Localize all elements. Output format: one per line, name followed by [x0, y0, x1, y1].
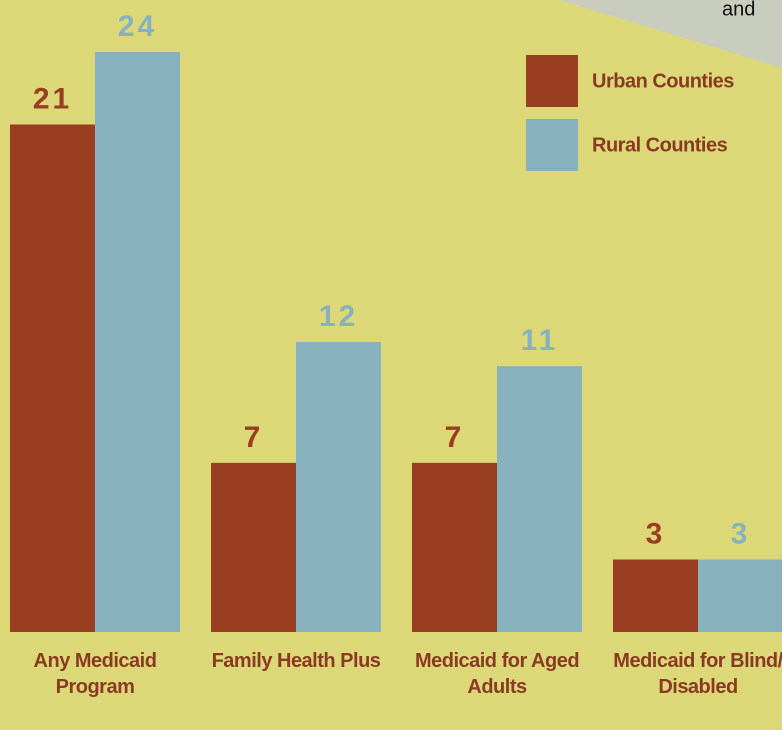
x-tick-label: Medicaid for Blind/ Disabled	[613, 650, 782, 698]
value-label: 7	[244, 421, 264, 454]
x-tick-label: Medicaid for Aged Adults	[414, 650, 580, 698]
callout	[560, 0, 782, 68]
value-label: 7	[445, 421, 465, 454]
value-label: 24	[118, 10, 157, 43]
bar	[296, 342, 381, 632]
bar	[95, 52, 180, 632]
legend-label: Rural Counties	[592, 134, 728, 156]
callout-text: and	[722, 0, 755, 20]
value-label: 21	[33, 82, 72, 115]
value-label: 3	[731, 517, 751, 550]
legend-swatch	[526, 55, 578, 107]
bar	[412, 462, 497, 632]
legend-swatch	[526, 119, 578, 171]
value-label: 12	[319, 300, 358, 333]
bar	[698, 559, 782, 632]
x-tick-label: Any Medicaid Program	[33, 650, 157, 698]
bar	[10, 124, 95, 632]
bar	[211, 462, 296, 632]
bar	[497, 366, 582, 632]
bar	[613, 559, 698, 632]
legend-label: Urban Counties	[592, 70, 734, 92]
value-label: 11	[521, 324, 559, 357]
x-tick-label: Family Health Plus	[211, 650, 381, 672]
value-label: 3	[646, 517, 666, 550]
